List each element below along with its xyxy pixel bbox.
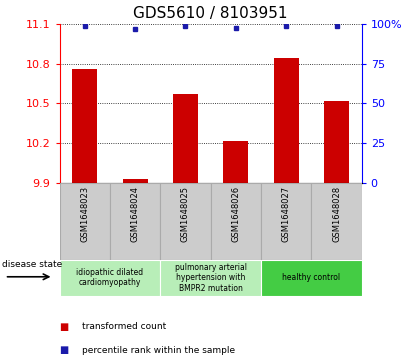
- Text: pulmonary arterial
hypertension with
BMPR2 mutation: pulmonary arterial hypertension with BMP…: [175, 263, 247, 293]
- Bar: [261, 260, 362, 296]
- Text: percentile rank within the sample: percentile rank within the sample: [82, 346, 236, 355]
- Bar: [173, 94, 198, 183]
- Text: transformed count: transformed count: [82, 322, 166, 331]
- Bar: [72, 69, 97, 183]
- Text: idiopathic dilated
cardiomyopathy: idiopathic dilated cardiomyopathy: [76, 268, 143, 287]
- Bar: [223, 141, 248, 183]
- Text: healthy control: healthy control: [282, 273, 340, 282]
- Text: GSM1648023: GSM1648023: [80, 186, 89, 242]
- Text: GSM1648026: GSM1648026: [231, 186, 240, 242]
- Text: disease state: disease state: [2, 260, 62, 269]
- Bar: [160, 260, 261, 296]
- Title: GDS5610 / 8103951: GDS5610 / 8103951: [134, 6, 288, 21]
- Text: GSM1648027: GSM1648027: [282, 186, 291, 242]
- Bar: [160, 183, 210, 260]
- Bar: [261, 183, 312, 260]
- Bar: [274, 58, 299, 183]
- Bar: [122, 179, 148, 183]
- Bar: [312, 183, 362, 260]
- Bar: [60, 260, 160, 296]
- Text: ■: ■: [60, 345, 69, 355]
- Bar: [210, 183, 261, 260]
- Text: GSM1648024: GSM1648024: [131, 186, 140, 242]
- Bar: [60, 183, 110, 260]
- Bar: [324, 101, 349, 183]
- Text: GSM1648028: GSM1648028: [332, 186, 341, 242]
- Text: GSM1648025: GSM1648025: [181, 186, 190, 242]
- Bar: [110, 183, 160, 260]
- Text: ■: ■: [60, 322, 69, 332]
